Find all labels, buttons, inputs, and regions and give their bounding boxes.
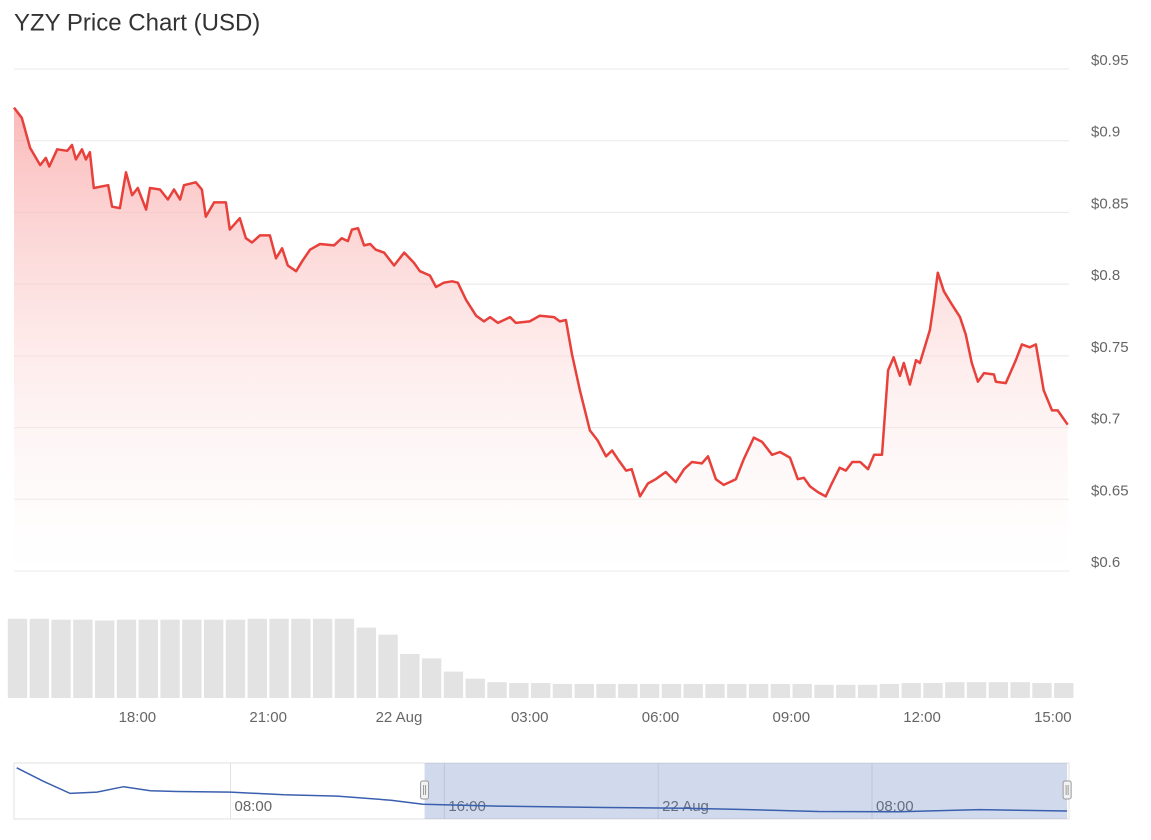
volume-bar (421, 658, 442, 698)
y-tick-label: $0.6 (1091, 554, 1120, 571)
navigator-tick-label: 16:00 (448, 798, 486, 815)
volume-bar (29, 618, 49, 698)
volume-bar (116, 619, 137, 698)
x-tick-label: 06:00 (642, 709, 680, 726)
volume-bar (203, 619, 224, 698)
x-tick-label: 18:00 (119, 709, 157, 726)
volume-bar (836, 684, 856, 698)
volume-bar (160, 619, 180, 698)
x-tick-label: 03:00 (511, 709, 549, 726)
volume-bar (94, 620, 115, 698)
volume-bar (901, 683, 921, 698)
volume-bar (356, 627, 376, 698)
volume-bar (683, 683, 703, 698)
volume-bar (530, 683, 551, 698)
volume-bar (988, 682, 1009, 698)
volume-bar (770, 683, 791, 698)
navigator-handle[interactable] (1062, 780, 1072, 800)
volume-bar (51, 619, 71, 698)
volume-bar (552, 683, 573, 698)
navigator-handle[interactable] (420, 780, 430, 800)
volume-bar (247, 618, 267, 698)
volume-bar (138, 619, 158, 698)
volume-bar (661, 683, 682, 698)
volume-bar (814, 684, 834, 698)
price-area (14, 107, 1068, 571)
x-tick-label: 15:00 (1034, 709, 1072, 726)
volume-bar (596, 683, 616, 698)
chart-title: YZY Price Chart (USD) (14, 9, 260, 36)
volume-bar (291, 618, 311, 698)
volume-bar (509, 683, 529, 698)
y-tick-label: $0.75 (1091, 339, 1129, 356)
volume-bar (945, 682, 965, 698)
x-tick-label: 21:00 (249, 709, 287, 726)
volume-bar (7, 618, 28, 698)
volume-bar (748, 683, 769, 698)
x-tick-label: 22 Aug (376, 709, 423, 726)
x-tick-label: 12:00 (903, 709, 941, 726)
navigator-selection (424, 763, 1068, 819)
volume-bar (1032, 683, 1052, 698)
y-tick-label: $0.7 (1091, 411, 1120, 428)
volume-bar (792, 683, 812, 698)
volume-bar (225, 619, 246, 698)
volume-bar (269, 618, 289, 698)
volume-bar (378, 634, 398, 698)
y-tick-label: $0.95 (1091, 52, 1129, 69)
volume-bar (727, 683, 747, 698)
navigator-tick-label: 08:00 (876, 798, 914, 815)
volume-bar (334, 618, 355, 698)
volume-bar (1010, 682, 1030, 698)
y-tick-label: $0.9 (1091, 124, 1120, 141)
volume-bar (487, 682, 507, 698)
volume-bar (879, 683, 900, 698)
price-line (13, 106, 1069, 498)
volume-bar (465, 678, 485, 698)
volume-bar (1054, 683, 1074, 698)
volume-bar (574, 683, 594, 698)
volume-bar (73, 619, 93, 698)
y-tick-label: $0.8 (1091, 267, 1120, 284)
navigator-tick-label: 08:00 (235, 798, 273, 815)
volume-bar (923, 683, 943, 698)
volume-bar (618, 683, 638, 698)
x-tick-label: 09:00 (773, 709, 811, 726)
volume-bar (443, 671, 464, 698)
volume-bar (705, 683, 725, 698)
volume-bar (312, 618, 333, 698)
volume-bar (182, 619, 202, 698)
navigator-line (16, 767, 1068, 813)
y-tick-label: $0.65 (1091, 482, 1129, 499)
y-tick-label: $0.85 (1091, 195, 1129, 212)
volume-bar (966, 682, 987, 698)
navigator-tick-label: 22 Aug (662, 798, 709, 815)
volume-bar (639, 683, 660, 698)
volume-bar (857, 684, 878, 698)
volume-bar (400, 654, 420, 698)
